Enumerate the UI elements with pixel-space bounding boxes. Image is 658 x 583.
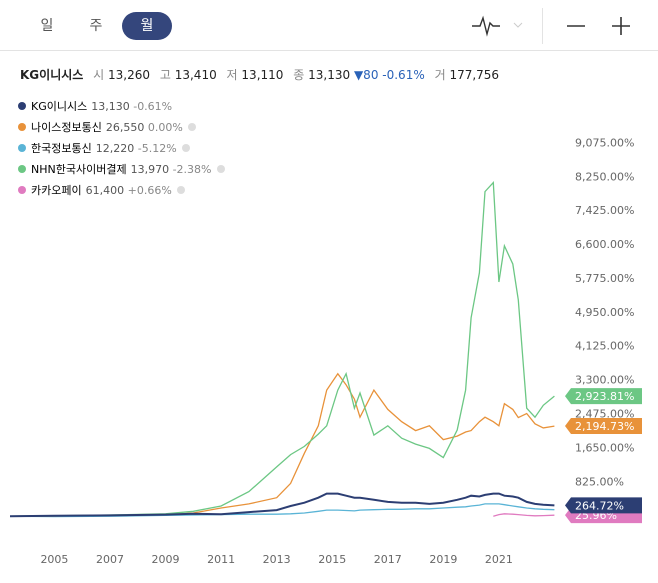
legend-price: 13,970 xyxy=(130,163,170,176)
x-tick-label: 2007 xyxy=(96,553,124,566)
line-series xyxy=(9,492,555,518)
legend-price: 26,550 xyxy=(105,121,145,134)
legend-item: NHN한국사이버결제 13,970 -2.38% xyxy=(18,159,225,180)
legend-close[interactable] xyxy=(176,186,185,194)
label: 고 xyxy=(159,68,171,82)
y-tick-label: 8,250.00% xyxy=(575,170,634,183)
x-tick-label: 2013 xyxy=(263,553,291,566)
line-series xyxy=(493,513,555,517)
end-label-tag xyxy=(565,388,642,405)
y-tick-label: 825.00% xyxy=(575,475,624,488)
legend-change: -5.12% xyxy=(137,142,177,155)
label: 종 xyxy=(293,68,305,82)
tab[interactable]: 일 xyxy=(40,18,54,34)
line-series xyxy=(9,372,555,517)
value: 13,110 xyxy=(241,68,284,82)
y-tick-label: 6,600.00% xyxy=(575,238,634,251)
end-label: 2,923.81% xyxy=(565,388,642,405)
x-tick-label: 2017 xyxy=(374,553,402,566)
end-label: 264.72% xyxy=(565,497,642,514)
end-label: 2,194.73% xyxy=(565,418,642,435)
legend-item: KG이니시스 13,130 -0.61% xyxy=(18,96,225,117)
chart-type-button[interactable] xyxy=(470,14,530,38)
line-series xyxy=(9,503,555,518)
tab[interactable]: 주 xyxy=(89,18,103,34)
legend-close[interactable] xyxy=(187,123,196,131)
legend-name: 카카오페이 xyxy=(31,184,82,197)
legend-price: 61,400 xyxy=(85,184,125,197)
legend-name: 나이스정보통신 xyxy=(31,121,102,134)
y-tick-label: 4,950.00% xyxy=(575,306,634,319)
x-tick-label: 2005 xyxy=(40,553,68,566)
value: 177,756 xyxy=(449,68,500,82)
y-tick-label: 5,775.00% xyxy=(575,272,634,285)
legend-swatch xyxy=(18,123,26,131)
end-label-tag xyxy=(565,418,642,435)
legend-change: -2.38% xyxy=(172,163,212,176)
end-label-tag xyxy=(565,497,642,514)
label: 시 xyxy=(93,68,105,82)
label: 거 xyxy=(434,68,446,82)
y-tick-label: 4,125.00% xyxy=(575,340,634,353)
y-tick-label: 7,425.00% xyxy=(575,204,634,217)
legend-name: KG이니시스 xyxy=(31,100,88,113)
legend-change: 0.00% xyxy=(147,121,183,134)
x-tick-label: 2021 xyxy=(485,553,513,566)
legend-item: 한국정보통신 12,220 -5.12% xyxy=(18,138,225,159)
legend: KG이니시스 13,130 -0.61% 나이스정보통신 26,550 0.00% 한국… xyxy=(18,96,225,201)
legend-close[interactable] xyxy=(216,165,225,173)
y-tick-label: 9,075.00% xyxy=(575,136,634,149)
x-tick-label: 2019 xyxy=(429,553,457,566)
value: 13,410 xyxy=(174,68,217,82)
legend-swatch xyxy=(18,186,26,194)
end-label-text: 264.72% xyxy=(575,499,624,512)
legend-price: 12,220 xyxy=(95,142,135,155)
legend-close[interactable] xyxy=(181,144,190,152)
x-tick-label: 2009 xyxy=(152,553,180,566)
y-tick-label: 3,300.00% xyxy=(575,374,634,387)
tab[interactable]: 월 xyxy=(122,12,172,40)
legend-swatch xyxy=(18,165,26,173)
end-label-text: 2,194.73% xyxy=(575,420,634,433)
value: 13,130 xyxy=(308,68,351,82)
label: 저 xyxy=(226,68,238,82)
x-tick-label: 2015 xyxy=(318,553,346,566)
legend-item: 나이스정보통신 26,550 0.00% xyxy=(18,117,225,138)
legend-swatch xyxy=(18,102,26,110)
tab-bar: 일 주 월 xyxy=(0,0,658,51)
end-label-text: 2,923.81% xyxy=(575,390,634,403)
change: ▼80 xyxy=(353,68,379,82)
x-tick-label: 2011 xyxy=(207,553,235,566)
legend-item: 카카오페이 61,400 +0.66% xyxy=(18,180,225,201)
zoom-buttons[interactable] xyxy=(565,14,635,38)
legend-price: 13,130 xyxy=(91,100,130,113)
legend-change: -0.61% xyxy=(133,100,173,113)
line-series xyxy=(9,181,555,517)
quote: KG이니시스 시 13,260 고 13,410 저 13,110 종 13,1… xyxy=(20,66,499,83)
legend-swatch xyxy=(18,144,26,152)
legend-name: 한국정보통신 xyxy=(31,142,92,155)
legend-name: NHN한국사이버결제 xyxy=(31,163,127,176)
stock-name: KG이니시스 xyxy=(20,68,84,82)
y-tick-label: 2,475.00% xyxy=(575,408,634,421)
change-pct: -0.61% xyxy=(382,68,425,82)
value: 13,260 xyxy=(108,68,151,82)
y-tick-label: 1,650.00% xyxy=(575,441,634,454)
legend-change: +0.66% xyxy=(127,184,172,197)
